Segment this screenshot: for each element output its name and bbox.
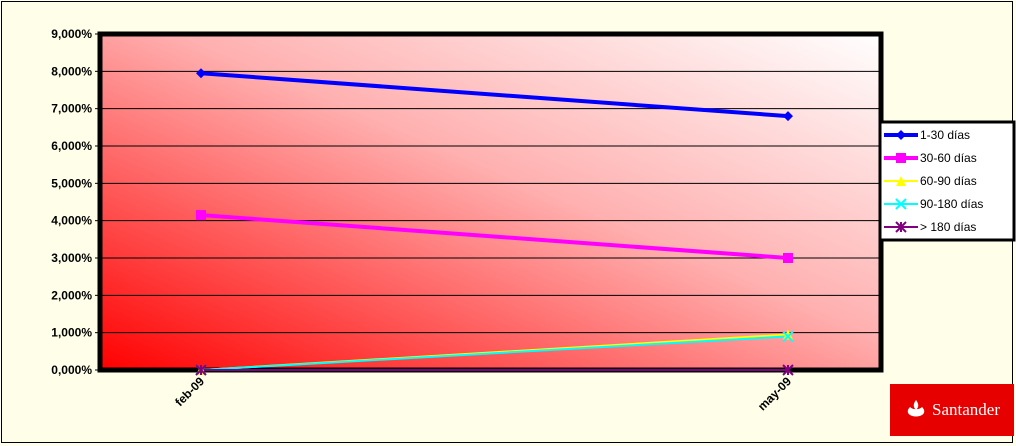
- y-tick-label: 5,000%: [51, 176, 92, 190]
- series-lines: [200, 71, 789, 371]
- y-tick-label: 1,000%: [51, 326, 92, 340]
- legend-label: 30-60 días: [920, 151, 977, 165]
- legend: 1-30 días 30-60 días 60-90 días 90-180 días…: [878, 120, 1016, 242]
- legend-marker: [896, 176, 906, 186]
- data-point: [782, 330, 794, 343]
- data-point: [196, 210, 206, 221]
- plot-area: [97, 31, 884, 373]
- legend-label: 90-180 días: [920, 197, 983, 211]
- y-tick-label: 6,000%: [51, 139, 92, 153]
- series-line: [200, 71, 789, 119]
- y-tick-label: 2,000%: [51, 288, 92, 302]
- santander-logo: Santander: [890, 384, 1014, 436]
- y-tick-label: 9,000%: [51, 27, 92, 41]
- y-tick-label: 4,000%: [51, 214, 92, 228]
- gridlines: [100, 70, 881, 334]
- y-tick-label: 3,000%: [51, 251, 92, 265]
- legend-marker: [895, 221, 907, 233]
- data-point: [783, 329, 793, 340]
- series-markers: [195, 68, 794, 376]
- x-tick-label: feb-09: [172, 374, 207, 409]
- data-point: [782, 364, 794, 376]
- legend-marker: [896, 130, 906, 140]
- flame-icon: [907, 400, 925, 417]
- logo-text: Santander: [932, 400, 1000, 419]
- x-axis: feb-09 may-09: [172, 370, 794, 413]
- y-tick-label: 7,000%: [51, 102, 92, 116]
- y-tick-label: 8,000%: [51, 64, 92, 78]
- legend-marker: [895, 198, 907, 210]
- legend-label: 60-90 días: [920, 174, 977, 188]
- series-line: [200, 213, 789, 260]
- legend-label: 1-30 días: [920, 128, 970, 142]
- data-point: [195, 364, 207, 376]
- data-point: [196, 68, 206, 79]
- data-point: [783, 253, 793, 263]
- series-line: [200, 335, 789, 371]
- legend-marker: [896, 153, 906, 163]
- y-axis: 0,000% 1,000% 2,000% 3,000% 4,000% 5,000% 6,00…: [51, 27, 100, 377]
- y-tick-label: 0,000%: [51, 363, 92, 377]
- legend-label: > 180 días: [920, 220, 976, 234]
- data-point: [783, 111, 793, 122]
- x-tick-label: may-09: [755, 374, 794, 413]
